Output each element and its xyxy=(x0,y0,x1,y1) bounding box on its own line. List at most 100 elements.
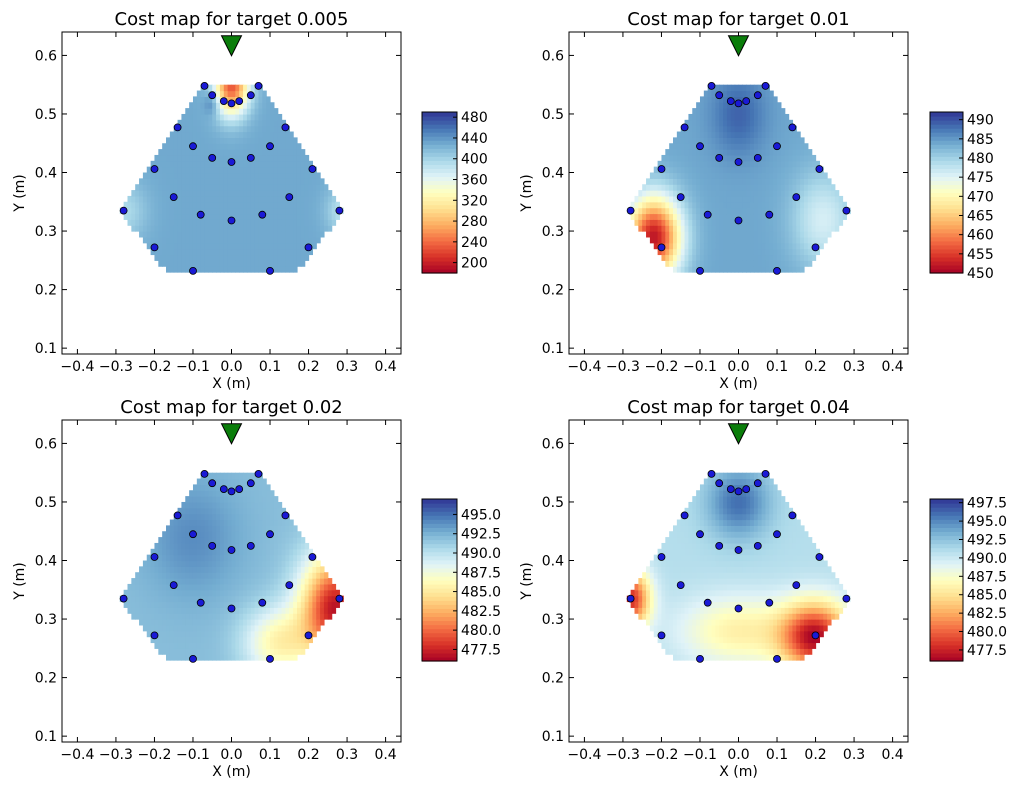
heatmap-cell xyxy=(150,624,156,632)
heatmap-cell xyxy=(166,184,171,191)
heatmap-cell xyxy=(250,137,256,144)
heatmap-cell xyxy=(189,648,194,655)
heatmap-cell xyxy=(753,607,759,614)
heatmap-cell xyxy=(750,160,755,168)
heatmap-cell xyxy=(796,260,801,267)
heatmap-cell xyxy=(239,531,244,538)
heatmap-cell xyxy=(185,195,190,203)
heatmap-cell xyxy=(216,137,221,144)
heatmap-cell xyxy=(185,242,190,250)
heatmap-cell xyxy=(169,531,175,538)
heatmap-cell xyxy=(250,578,256,585)
colorbar-segment xyxy=(930,176,963,182)
colorbar-segment xyxy=(422,116,457,121)
heatmap-cell xyxy=(142,236,148,244)
colorbar-segment xyxy=(422,608,457,613)
heatmap-cell xyxy=(196,131,202,138)
heatmap-cell xyxy=(312,201,317,209)
heatmap-cell xyxy=(726,607,732,614)
heatmap-cell xyxy=(726,201,732,209)
heatmap-cell xyxy=(715,207,720,215)
heatmap-cell xyxy=(711,513,716,521)
heatmap-cell xyxy=(320,178,325,185)
heatmap-cell xyxy=(166,213,171,220)
heatmap-cell xyxy=(734,254,740,261)
heatmap-cell xyxy=(273,125,279,133)
heatmap-cell xyxy=(239,201,244,209)
heatmap-cell xyxy=(246,266,252,273)
heatmap-cell xyxy=(146,566,152,573)
x-tick-label: 0.0 xyxy=(727,359,749,375)
heatmap-cell xyxy=(239,248,244,256)
heatmap-cell xyxy=(688,607,693,614)
heatmap-cell xyxy=(185,619,190,626)
heatmap-cell xyxy=(750,490,755,497)
heatmap-cell xyxy=(723,172,728,179)
heatmap-cell xyxy=(780,248,786,256)
heatmap-cell xyxy=(827,219,832,226)
heatmap-cell xyxy=(634,207,639,215)
heatmap-cell xyxy=(219,630,225,638)
heatmap-cell xyxy=(200,595,206,603)
heatmap-cell xyxy=(212,607,217,614)
heatmap-cell xyxy=(707,519,713,526)
heatmap-cell xyxy=(692,248,697,256)
heatmap-cell xyxy=(657,566,663,573)
heatmap-cell xyxy=(243,519,248,526)
heatmap-cell xyxy=(696,113,701,121)
heatmap-cell xyxy=(189,613,194,620)
heatmap-cell xyxy=(692,231,697,238)
heatmap-cell xyxy=(757,236,763,244)
heatmap-cell xyxy=(761,113,767,121)
heatmap-cell xyxy=(742,213,747,220)
heatmap-cell xyxy=(139,195,144,203)
heatmap-cell xyxy=(231,119,236,127)
heatmap-cell xyxy=(738,636,743,644)
heatmap-cell xyxy=(753,213,759,220)
heatmap-cell xyxy=(723,201,728,209)
heatmap-cell xyxy=(742,542,747,550)
heatmap-cell xyxy=(162,248,167,256)
heatmap-cell xyxy=(673,554,678,562)
heatmap-cell xyxy=(189,231,194,238)
heatmap-cell xyxy=(746,525,751,532)
heatmap-cell xyxy=(196,236,202,244)
heatmap-cell xyxy=(200,548,206,556)
heatmap-cell xyxy=(711,607,716,614)
heatmap-cell xyxy=(208,190,213,197)
heatmap-cell xyxy=(646,572,651,579)
heatmap-cell xyxy=(676,231,682,238)
heatmap-cell xyxy=(162,560,167,567)
heatmap-cell xyxy=(788,149,794,156)
heatmap-cell xyxy=(661,560,666,567)
heatmap-cell xyxy=(173,648,179,655)
heatmap-cell xyxy=(742,225,747,232)
heatmap-cell xyxy=(707,119,713,127)
heatmap-cell xyxy=(169,172,175,179)
heatmap-cell xyxy=(823,213,828,220)
heatmap-cell xyxy=(312,595,317,603)
heatmap-cell xyxy=(750,102,755,109)
heatmap-cell xyxy=(638,583,643,591)
heatmap-cell xyxy=(746,149,751,156)
heatmap-cell xyxy=(316,172,321,179)
heatmap-cell xyxy=(723,501,728,509)
heatmap-cell xyxy=(784,242,790,250)
heatmap-cell xyxy=(699,160,705,168)
heatmap-cell xyxy=(642,595,647,603)
heatmap-cell xyxy=(769,137,774,144)
heatmap-cell xyxy=(684,624,690,632)
heatmap-cell xyxy=(726,119,732,127)
heatmap-cell xyxy=(216,619,221,626)
heatmap-cell xyxy=(742,172,747,179)
heatmap-cell xyxy=(204,184,209,191)
heatmap-cell xyxy=(734,630,740,638)
colorbar-segment xyxy=(422,620,457,626)
heatmap-cell xyxy=(270,537,275,544)
sensor-point xyxy=(227,216,236,225)
heatmap-cell xyxy=(661,583,666,591)
heatmap-cell xyxy=(139,583,144,591)
heatmap-cell xyxy=(289,630,294,638)
heatmap-cell xyxy=(192,102,198,109)
heatmap-cell xyxy=(723,96,728,103)
